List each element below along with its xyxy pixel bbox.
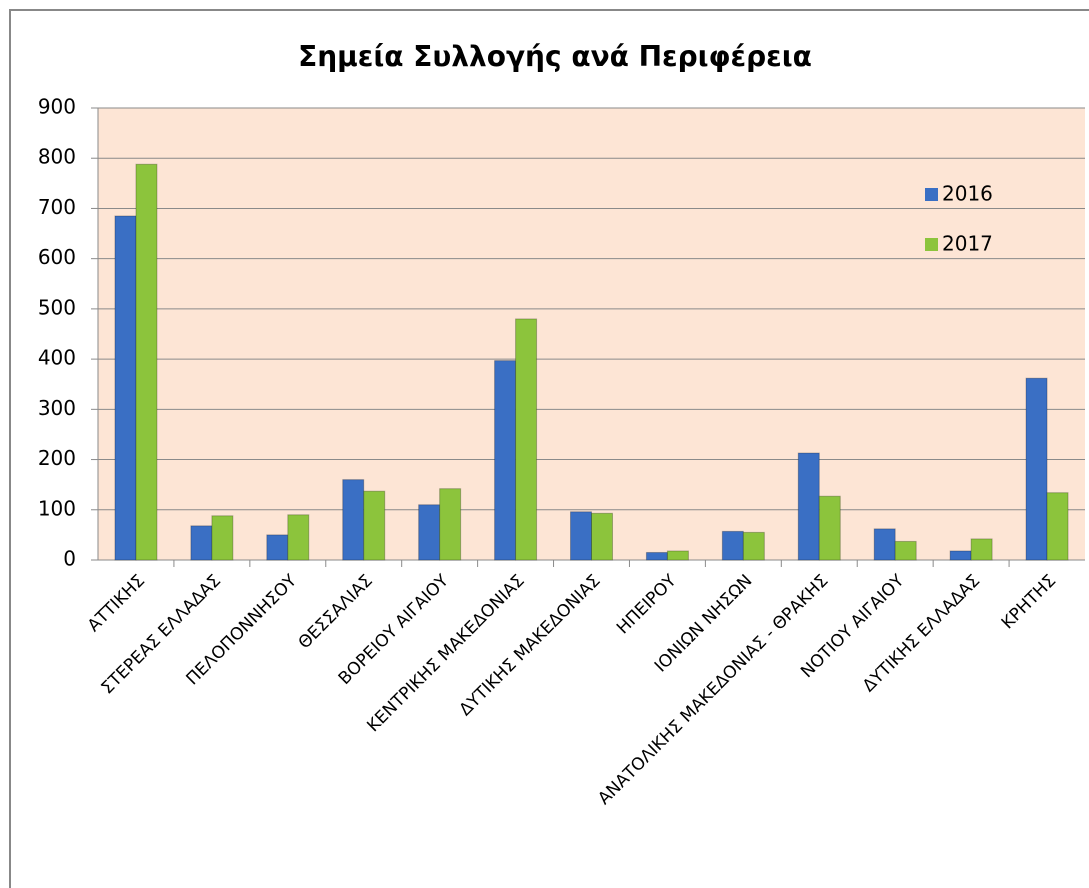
bar bbox=[1046, 492, 1069, 561]
bar bbox=[515, 318, 538, 561]
legend-swatch bbox=[925, 188, 938, 201]
bar bbox=[1025, 377, 1048, 561]
legend-label: 2016 bbox=[942, 182, 993, 206]
chart-title: Σημεία Συλλογής ανά Περιφέρεια bbox=[298, 40, 812, 73]
bar bbox=[114, 215, 137, 561]
bar bbox=[873, 528, 896, 561]
bar bbox=[342, 479, 365, 561]
y-tick-label: 100 bbox=[38, 496, 76, 520]
bar bbox=[721, 530, 744, 561]
y-tick-label: 0 bbox=[63, 547, 76, 571]
bar bbox=[949, 550, 972, 561]
bar bbox=[135, 163, 158, 561]
y-tick-label: 400 bbox=[38, 346, 76, 370]
plot-area bbox=[98, 108, 1085, 560]
y-tick-label: 700 bbox=[38, 195, 76, 219]
bar bbox=[894, 540, 917, 561]
bar bbox=[666, 550, 689, 561]
y-tick-label: 200 bbox=[38, 446, 76, 470]
bar bbox=[818, 495, 841, 561]
y-tick-label: 600 bbox=[38, 245, 76, 269]
bar bbox=[970, 538, 993, 561]
bar bbox=[645, 551, 668, 561]
legend-swatch bbox=[925, 238, 938, 251]
bar bbox=[363, 490, 386, 561]
bar bbox=[797, 452, 820, 561]
bar bbox=[591, 512, 613, 561]
y-tick-label: 900 bbox=[38, 95, 76, 119]
bar bbox=[418, 504, 441, 561]
bar bbox=[570, 511, 592, 561]
bar bbox=[287, 514, 310, 561]
y-tick-label: 500 bbox=[38, 295, 76, 319]
bar bbox=[439, 488, 462, 561]
bar bbox=[211, 515, 234, 561]
bar bbox=[494, 360, 517, 561]
bar bbox=[190, 525, 213, 561]
bar bbox=[742, 531, 765, 561]
y-tick-label: 300 bbox=[38, 396, 76, 420]
y-tick-label: 800 bbox=[38, 145, 76, 169]
legend-label: 2017 bbox=[942, 232, 993, 256]
bar bbox=[266, 534, 289, 561]
